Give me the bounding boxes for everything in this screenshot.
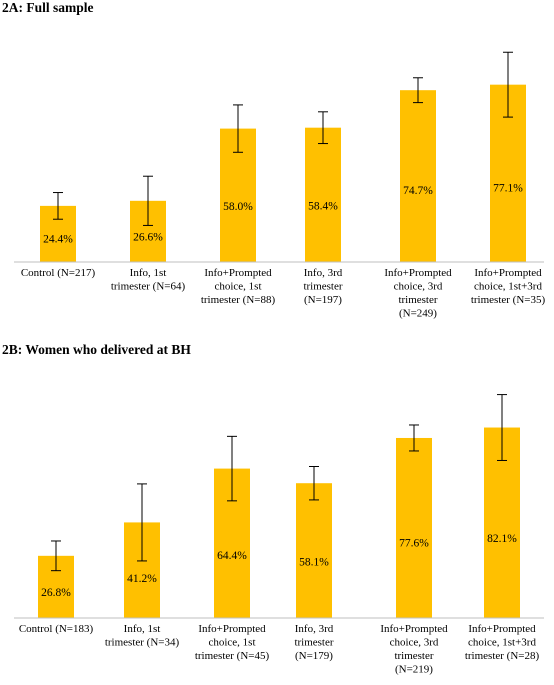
data-label: 58.4% xyxy=(308,201,338,213)
data-label: 64.4% xyxy=(217,550,247,562)
data-label: 26.6% xyxy=(133,231,163,243)
error-bar xyxy=(413,77,423,104)
error-bar xyxy=(137,483,147,562)
data-label: 58.1% xyxy=(299,556,329,568)
panel-2a: 2A: Full sample 24.4% Control (N=217) 26.6… xyxy=(0,0,554,340)
x-tick-label: Info+Prompted choice, 1st trimester (N=88) xyxy=(201,267,276,306)
x-tick-label: Info, 3rd trimester (N=197) xyxy=(303,267,342,306)
error-bar xyxy=(227,435,237,502)
x-tick-label: Info+Prompted choice, 3rd trimester (N=219) xyxy=(380,623,448,676)
error-bar xyxy=(233,104,243,153)
error-bar xyxy=(309,466,319,501)
bar-chart-2b: 26.8% Control (N=183) 41.2% Info, 1st trimes… xyxy=(14,394,544,676)
error-bar xyxy=(503,51,513,118)
x-tick-label: Info+Prompted choice, 1st+3rd trimester (N… xyxy=(471,267,546,306)
bar xyxy=(296,483,332,618)
data-label: 82.1% xyxy=(487,533,517,545)
x-tick-label: Info, 3rd trimester (N=179) xyxy=(294,623,333,662)
error-bar xyxy=(53,192,63,220)
data-label: 74.7% xyxy=(403,185,433,197)
bar-chart-2a: 24.4% Control (N=217) 26.6% Info, 1st trimes… xyxy=(14,51,546,320)
bar xyxy=(396,437,432,618)
x-tick-label: Control (N=183) xyxy=(19,623,94,635)
error-bar xyxy=(409,424,419,452)
bar xyxy=(400,90,436,262)
x-tick-label: Info+Prompted choice, 1st+3rd trimester (N… xyxy=(465,623,540,662)
x-tick-label: Control (N=217) xyxy=(21,267,96,279)
data-label: 26.8% xyxy=(41,587,71,599)
error-bar xyxy=(143,175,153,226)
panel-title-2a: 2A: Full sample xyxy=(2,0,94,15)
panel-title-2b: 2B: Women who delivered at BH xyxy=(2,342,191,357)
panel-2b: 2B: Women who delivered at BH 26.8% Contr… xyxy=(0,340,554,685)
bar xyxy=(305,127,341,263)
data-label: 58.0% xyxy=(223,201,253,213)
error-bar xyxy=(51,540,61,572)
error-bar xyxy=(497,394,507,461)
x-tick-label: Info+Prompted choice, 1st trimester (N=45) xyxy=(195,623,270,662)
x-tick-label: Info, 1st trimester (N=34) xyxy=(105,623,180,649)
x-tick-label: Info, 1st trimester (N=64) xyxy=(111,267,186,293)
data-label: 77.1% xyxy=(493,183,523,195)
data-label: 41.2% xyxy=(127,573,157,585)
data-label: 77.6% xyxy=(399,537,429,549)
data-label: 24.4% xyxy=(43,233,73,245)
error-bar xyxy=(318,111,328,145)
x-tick-label: Info+Prompted choice, 3rd trimester (N=249) xyxy=(384,267,452,320)
